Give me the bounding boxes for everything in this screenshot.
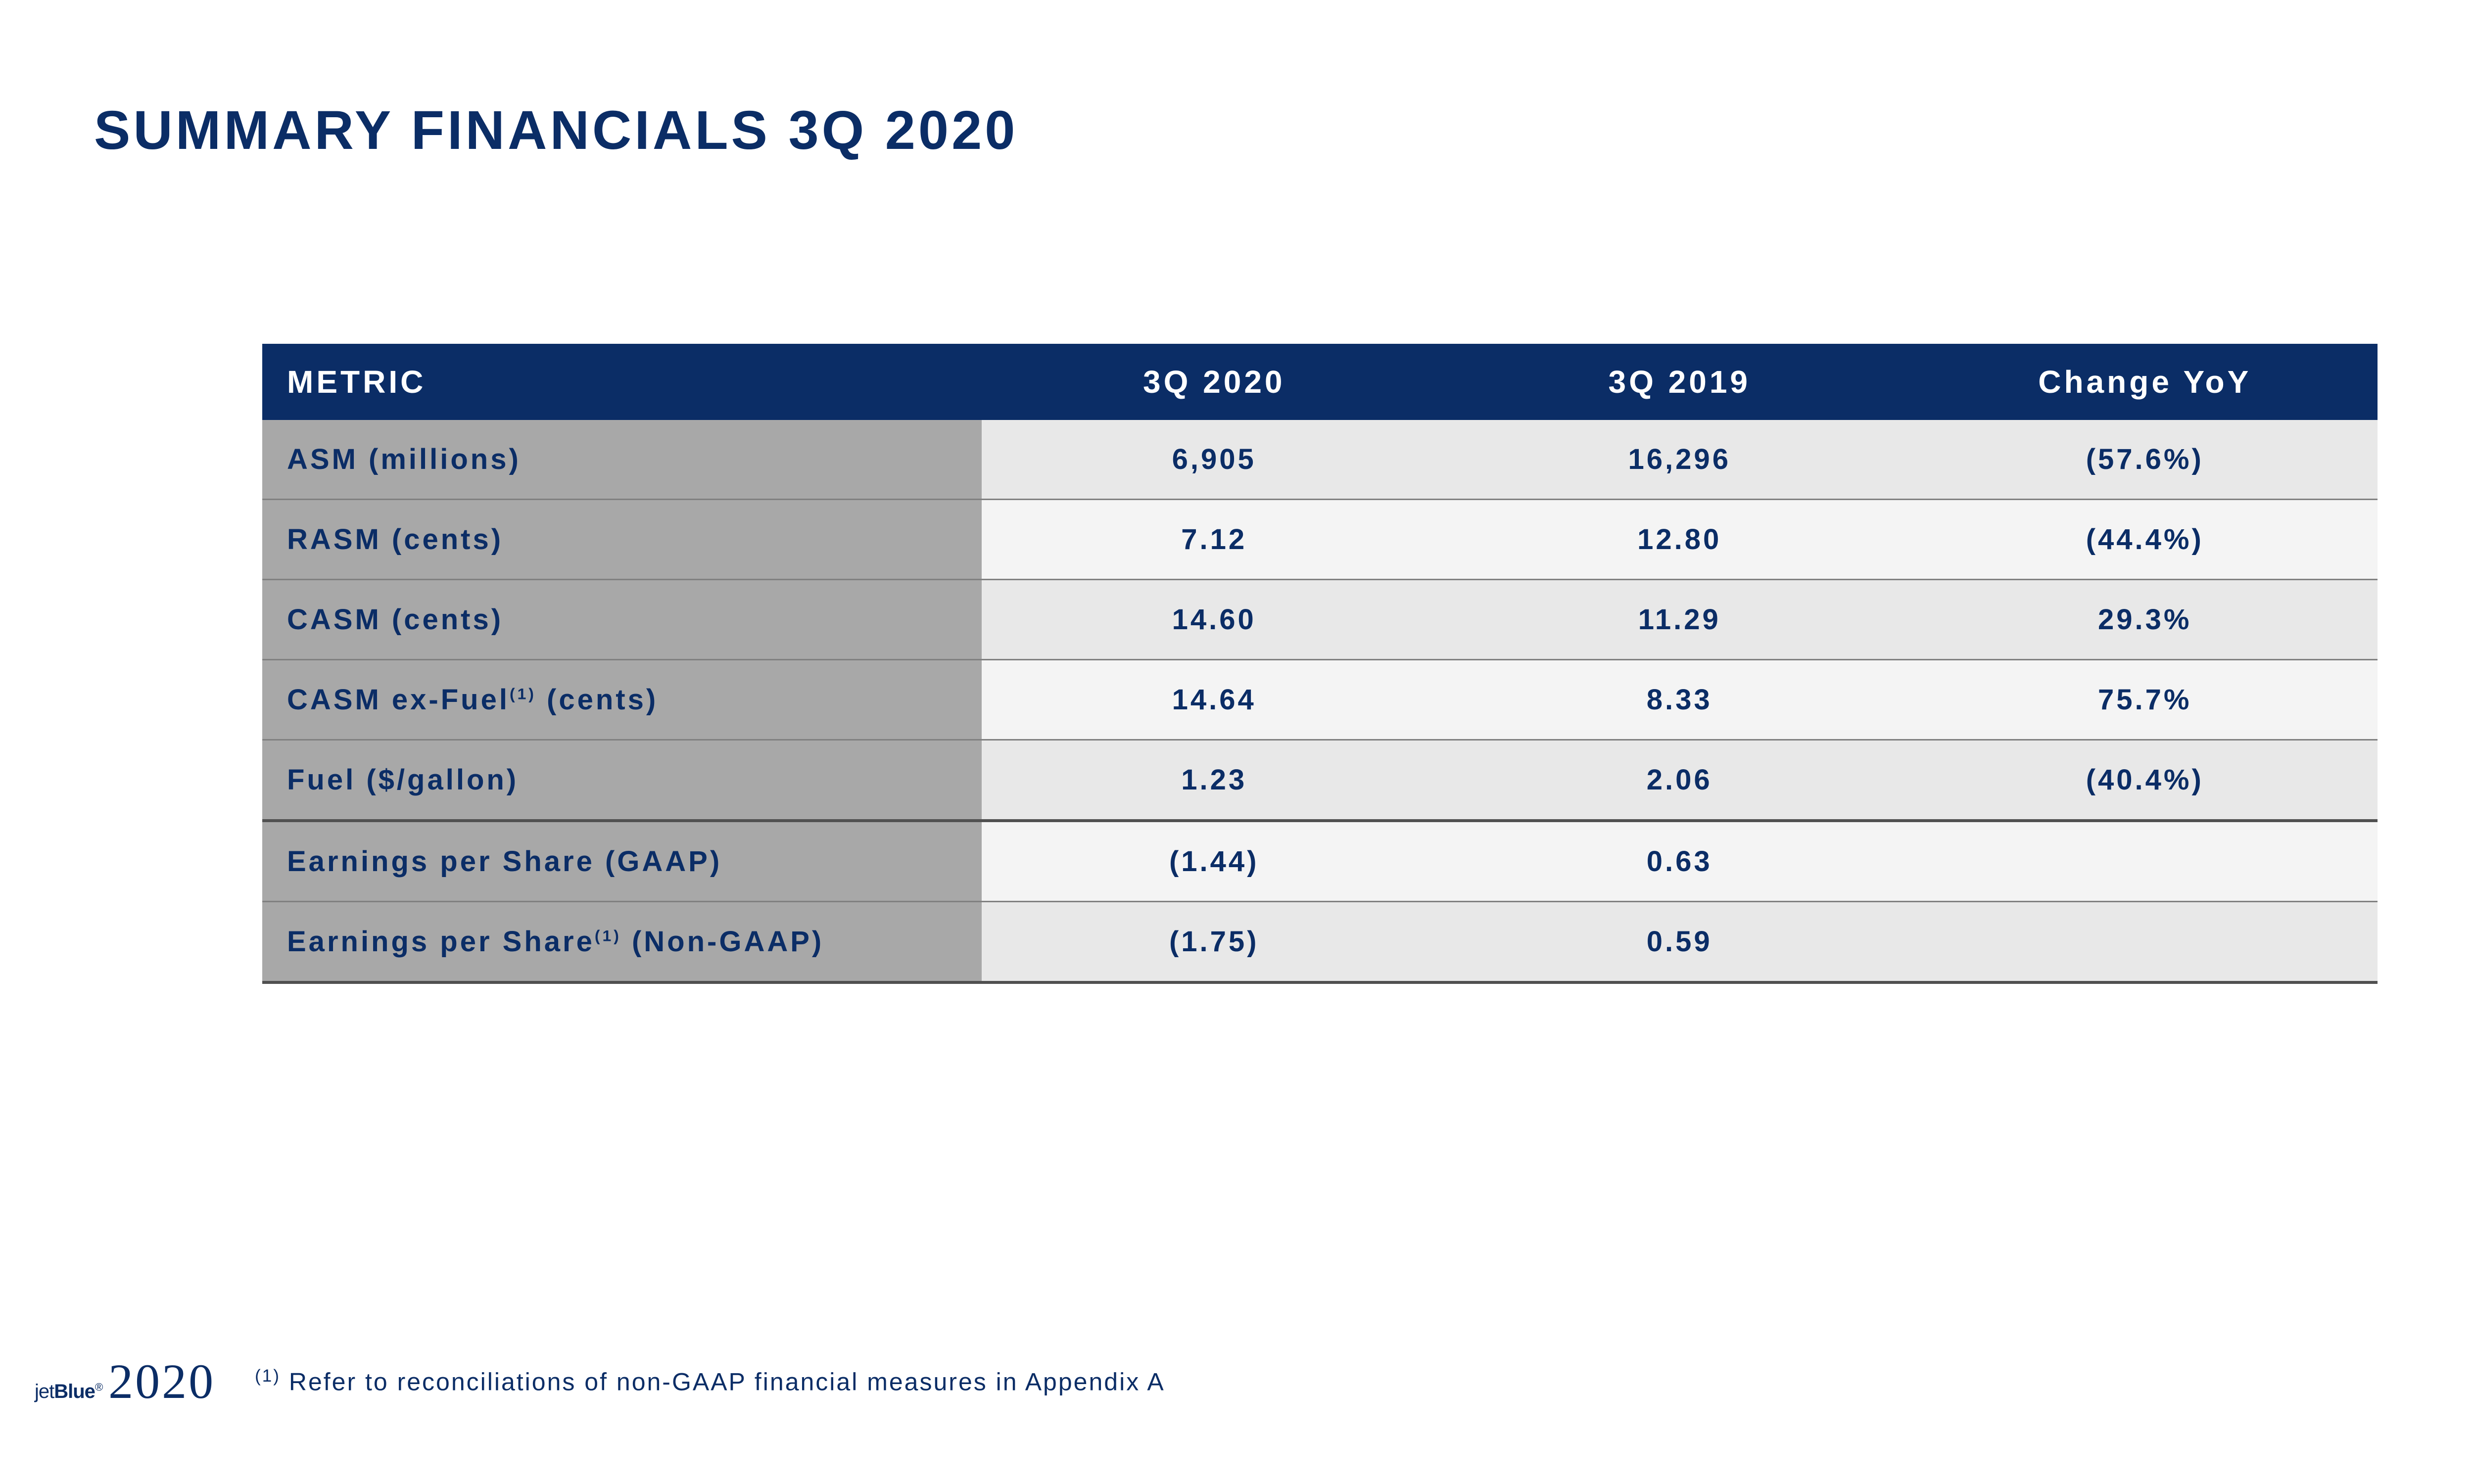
metric-label: RASM (cents)	[262, 500, 982, 580]
cell-q2020: (1.75)	[982, 902, 1447, 983]
cell-q2020: 14.64	[982, 660, 1447, 740]
table-row: Earnings per Share(1) (Non-GAAP)(1.75)0.…	[262, 902, 2378, 983]
logo-year: 2020	[108, 1353, 215, 1410]
metric-label: Fuel ($/gallon)	[262, 740, 982, 821]
cell-yoy	[1912, 821, 2378, 902]
financials-table: METRIC 3Q 2020 3Q 2019 Change YoY ASM (m…	[262, 344, 2378, 984]
cell-q2019: 2.06	[1447, 740, 1912, 821]
jetblue-logo: jetBlue® 2020	[35, 1353, 215, 1410]
cell-q2019: 8.33	[1447, 660, 1912, 740]
cell-q2019: 0.59	[1447, 902, 1912, 983]
cell-q2020: 7.12	[982, 500, 1447, 580]
footer: jetBlue® 2020 (1) Refer to reconciliatio…	[35, 1353, 2474, 1410]
cell-q2019: 16,296	[1447, 420, 1912, 500]
cell-yoy	[1912, 902, 2378, 983]
cell-yoy: 29.3%	[1912, 580, 2378, 660]
cell-q2020: 1.23	[982, 740, 1447, 821]
table-row: Fuel ($/gallon)1.232.06(40.4%)	[262, 740, 2378, 821]
table: METRIC 3Q 2020 3Q 2019 Change YoY ASM (m…	[262, 344, 2378, 984]
metric-label: CASM ex-Fuel(1) (cents)	[262, 660, 982, 740]
col-3q2020: 3Q 2020	[982, 344, 1447, 420]
col-metric: METRIC	[262, 344, 982, 420]
cell-yoy: (57.6%)	[1912, 420, 2378, 500]
metric-label: CASM (cents)	[262, 580, 982, 660]
cell-yoy: (40.4%)	[1912, 740, 2378, 821]
cell-q2020: 14.60	[982, 580, 1447, 660]
footnote-text: Refer to reconciliations of non-GAAP fin…	[281, 1368, 1165, 1396]
metric-label: Earnings per Share(1) (Non-GAAP)	[262, 902, 982, 983]
cell-q2019: 11.29	[1447, 580, 1912, 660]
table-row: Earnings per Share (GAAP)(1.44)0.63	[262, 821, 2378, 902]
table-body: ASM (millions)6,90516,296(57.6%)RASM (ce…	[262, 420, 2378, 982]
table-row: ASM (millions)6,90516,296(57.6%)	[262, 420, 2378, 500]
footnote: (1) Refer to reconciliations of non-GAAP…	[255, 1366, 1165, 1396]
cell-q2020: 6,905	[982, 420, 1447, 500]
col-3q2019: 3Q 2019	[1447, 344, 1912, 420]
cell-q2019: 0.63	[1447, 821, 1912, 902]
slide: SUMMARY FINANCIALS 3Q 2020 METRIC 3Q 202…	[0, 0, 2474, 1484]
footnote-sup: (1)	[255, 1366, 281, 1386]
cell-q2020: (1.44)	[982, 821, 1447, 902]
col-change: Change YoY	[1912, 344, 2378, 420]
logo-brand: jetBlue®	[35, 1381, 102, 1403]
table-header-row: METRIC 3Q 2020 3Q 2019 Change YoY	[262, 344, 2378, 420]
page-title: SUMMARY FINANCIALS 3Q 2020	[94, 99, 1018, 162]
cell-q2019: 12.80	[1447, 500, 1912, 580]
table-row: CASM (cents)14.6011.2929.3%	[262, 580, 2378, 660]
cell-yoy: 75.7%	[1912, 660, 2378, 740]
table-row: CASM ex-Fuel(1) (cents)14.648.3375.7%	[262, 660, 2378, 740]
metric-label: ASM (millions)	[262, 420, 982, 500]
metric-label: Earnings per Share (GAAP)	[262, 821, 982, 902]
table-row: RASM (cents)7.1212.80(44.4%)	[262, 500, 2378, 580]
cell-yoy: (44.4%)	[1912, 500, 2378, 580]
